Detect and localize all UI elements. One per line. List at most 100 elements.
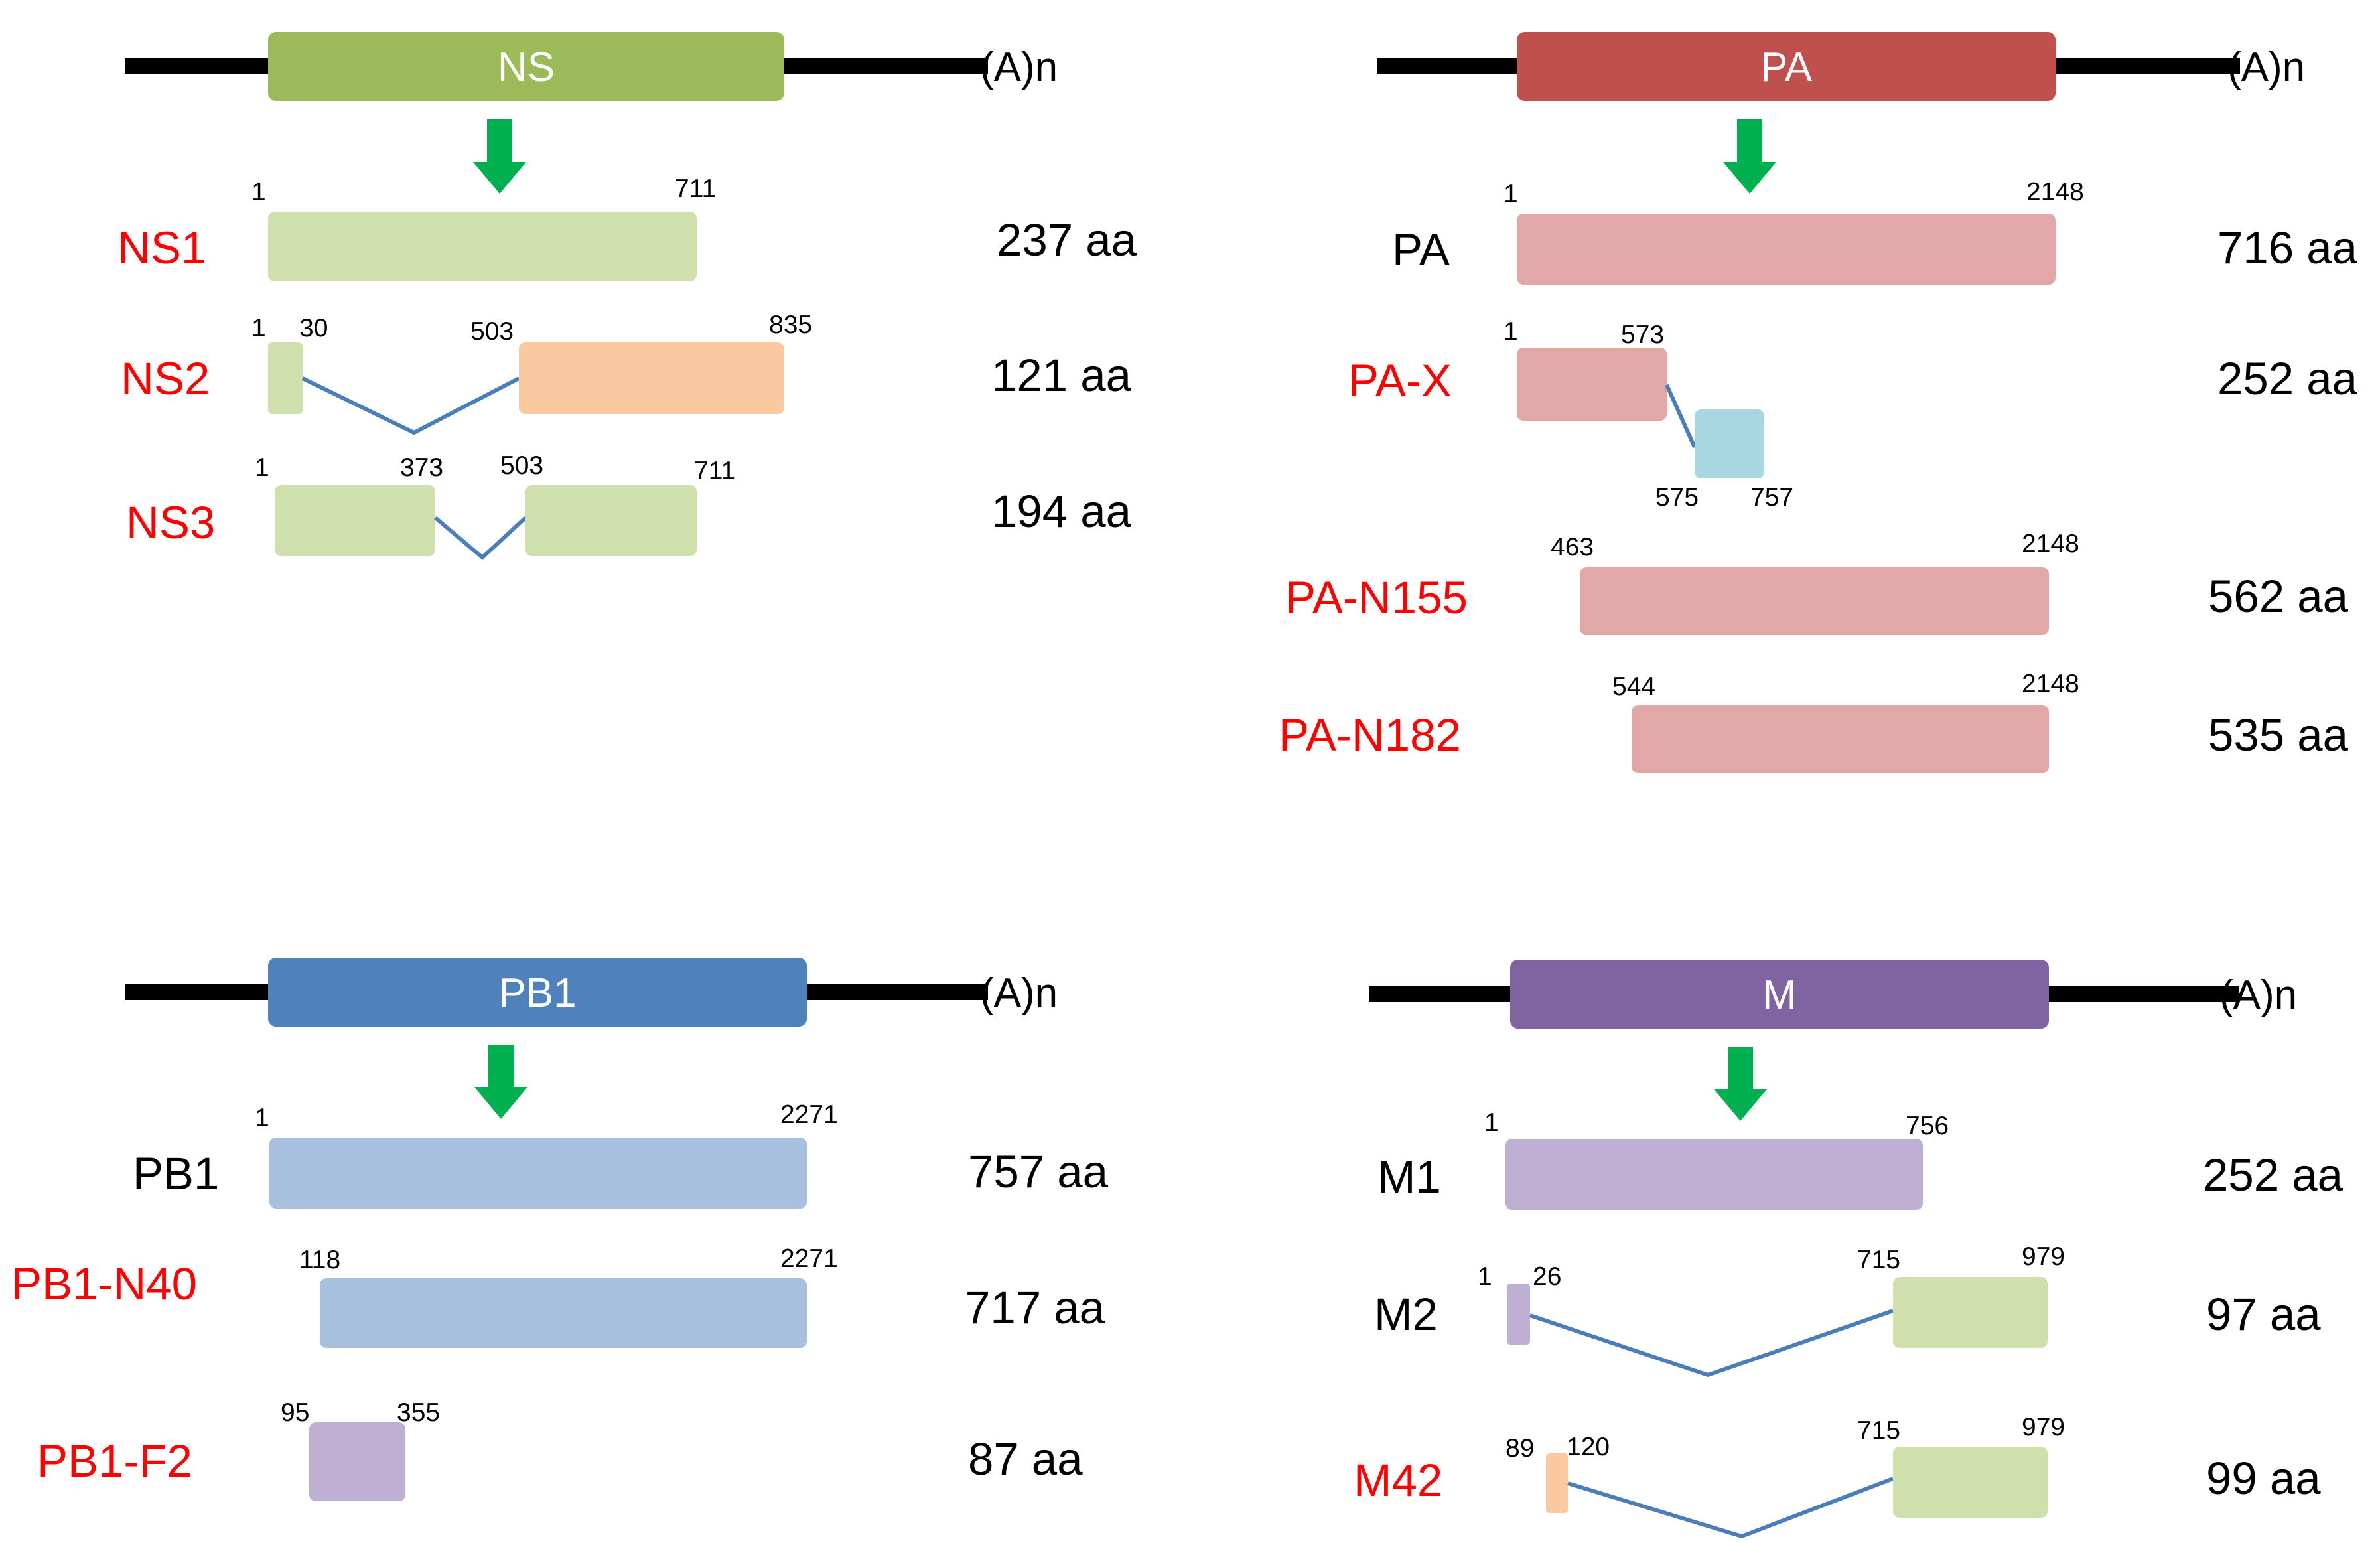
ns3-c2: 373 xyxy=(400,453,443,482)
pa-x-label: PA-X xyxy=(1348,355,1452,406)
pa-n155-start: 463 xyxy=(1551,533,1594,561)
pa-n182-end: 2148 xyxy=(2022,670,2079,698)
pb1-n40-label: PB1-N40 xyxy=(11,1258,197,1309)
m-segment-box xyxy=(1510,960,2049,1029)
pa-x-c1: 1 xyxy=(1504,317,1518,346)
pb1-f2-box xyxy=(309,1422,405,1501)
ns2-exon1 xyxy=(268,342,303,414)
m42-splice xyxy=(1567,1477,1894,1539)
ns-segment-box xyxy=(268,32,784,101)
pb1-panel: PB1 (A)n PB1 1 2271 757 aa PB1-N40 118 2… xyxy=(11,958,1109,1501)
m2-c2: 26 xyxy=(1533,1262,1561,1291)
m1-length: 252 aa xyxy=(2203,1149,2344,1201)
ns2-c3: 503 xyxy=(470,317,514,346)
pa-n182-length: 535 aa xyxy=(2208,709,2349,761)
ns3-c4: 711 xyxy=(694,457,735,485)
pa-n155-end: 2148 xyxy=(2022,530,2079,558)
ns-panel: NS (A)n NS1 1 711 237 aa NS2 1 30 503 83… xyxy=(117,32,1137,561)
pb1-n40-end: 2271 xyxy=(780,1244,838,1273)
pa-x-c2: 573 xyxy=(1621,321,1664,349)
m42-label: M42 xyxy=(1354,1455,1442,1506)
ns3-exon2 xyxy=(525,485,697,556)
pa-box xyxy=(1517,214,2056,285)
m1-start: 1 xyxy=(1484,1108,1499,1137)
ns-arrow-icon xyxy=(473,119,526,194)
m42-c4: 979 xyxy=(2022,1413,2065,1441)
pb1-arrow-icon xyxy=(474,1045,527,1119)
pa-length: 716 aa xyxy=(2217,222,2358,273)
pa-x-length: 252 aa xyxy=(2217,353,2358,404)
ns3-length: 194 aa xyxy=(991,486,1132,537)
pa-n155-label: PA-N155 xyxy=(1285,572,1468,623)
m2-label: M2 xyxy=(1374,1289,1438,1340)
ns2-c2: 30 xyxy=(299,314,328,342)
pa-n182-start: 544 xyxy=(1612,672,1655,701)
m42-length: 99 aa xyxy=(2206,1453,2321,1504)
m2-exon1 xyxy=(1507,1284,1530,1345)
pa-label: PA xyxy=(1392,224,1450,275)
ns2-label: NS2 xyxy=(121,353,210,404)
ns2-exon2 xyxy=(519,342,784,414)
pb1-segment-label: PB1 xyxy=(498,970,576,1016)
ns1-label: NS1 xyxy=(117,222,206,273)
ns2-c1: 1 xyxy=(251,314,266,342)
ns3-c1: 1 xyxy=(255,453,269,482)
ns-segment-label: NS xyxy=(498,44,555,90)
pa-end: 2148 xyxy=(2026,178,2084,206)
m1-label: M1 xyxy=(1377,1151,1441,1203)
ns1-start: 1 xyxy=(251,178,266,206)
pb1-start: 1 xyxy=(255,1104,269,1132)
m2-c1: 1 xyxy=(1478,1262,1492,1291)
pa-n155-length: 562 aa xyxy=(2208,571,2349,622)
m42-c1: 89 xyxy=(1505,1434,1534,1463)
pa-segment-box xyxy=(1517,32,2056,101)
m42-exon2 xyxy=(1893,1447,2048,1518)
pa-n155-box xyxy=(1580,567,2049,635)
pb1-n40-start: 118 xyxy=(299,1246,340,1274)
pa-poly-a: (A)n xyxy=(2227,44,2305,90)
m2-splice xyxy=(1529,1309,1894,1378)
ns3-label: NS3 xyxy=(126,497,215,548)
m42-c3: 715 xyxy=(1857,1416,1900,1445)
m-segment-label: M xyxy=(1762,972,1797,1018)
pb1-n40-length: 717 aa xyxy=(965,1282,1105,1333)
pa-panel: PA (A)n PA 1 2148 716 aa PA-X 1 573 575 … xyxy=(1279,32,2358,773)
pb1-f2-label: PB1-F2 xyxy=(37,1435,192,1487)
pb1-f2-end: 355 xyxy=(397,1398,440,1427)
m1-box xyxy=(1505,1139,1923,1210)
pa-x-c4: 757 xyxy=(1750,483,1793,512)
pa-x-frameshift xyxy=(1665,384,1697,449)
m2-length: 97 aa xyxy=(2206,1289,2321,1340)
ns2-length: 121 aa xyxy=(991,350,1132,401)
ns1-length: 237 aa xyxy=(997,214,1137,265)
pb1-f2-length: 87 aa xyxy=(968,1433,1083,1485)
m-arrow-icon xyxy=(1714,1047,1767,1121)
pb1-box xyxy=(269,1138,807,1209)
m2-c3: 715 xyxy=(1857,1246,1900,1274)
ns3-splice xyxy=(434,516,527,561)
pa-x-c3: 575 xyxy=(1655,483,1699,512)
m-poly-a: (A)n xyxy=(2219,972,2297,1018)
pb1-f2-start: 95 xyxy=(281,1398,309,1427)
m2-c4: 979 xyxy=(2022,1242,2065,1271)
pb1-length: 757 aa xyxy=(968,1146,1109,1197)
m42-c2: 120 xyxy=(1567,1433,1610,1461)
pa-n182-box xyxy=(1632,705,2049,773)
pb1-label: PB1 xyxy=(133,1148,219,1199)
m2-exon2 xyxy=(1893,1277,2048,1348)
ns-poly-a: (A)n xyxy=(980,44,1058,90)
pa-segment-label: PA xyxy=(1760,44,1813,90)
ns1-box xyxy=(268,212,697,281)
ns2-c4: 835 xyxy=(769,311,812,339)
m1-end: 756 xyxy=(1906,1112,1949,1140)
pa-x-frame1 xyxy=(1695,409,1764,478)
pb1-segment-box xyxy=(268,958,807,1027)
pb1-poly-a: (A)n xyxy=(980,970,1058,1016)
ns3-c3: 503 xyxy=(500,451,543,480)
pa-n182-label: PA-N182 xyxy=(1279,709,1461,761)
pa-start: 1 xyxy=(1504,180,1518,208)
pa-arrow-icon xyxy=(1723,119,1776,194)
ns3-exon1 xyxy=(275,485,435,556)
m-panel: M (A)n M1 1 756 252 aa M2 1 26 715 979 9… xyxy=(1354,960,2344,1539)
